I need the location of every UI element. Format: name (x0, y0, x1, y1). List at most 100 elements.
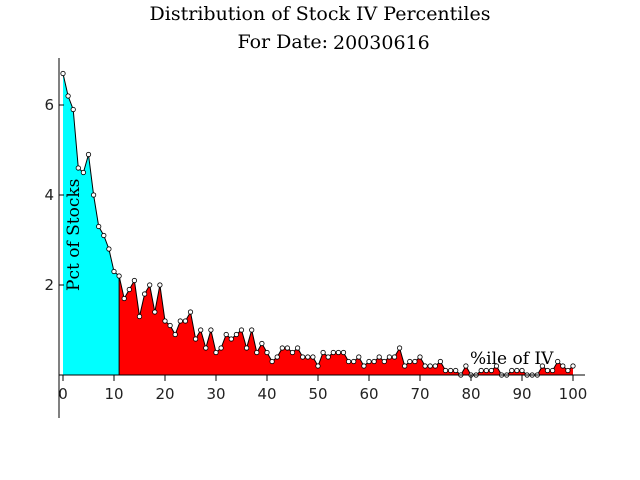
x-tick-label: 60 (359, 385, 378, 403)
data-point (544, 367, 551, 374)
data-point (116, 273, 122, 279)
data-point (539, 363, 546, 369)
data-point (172, 331, 178, 338)
data-point (412, 358, 418, 365)
data-point (478, 367, 484, 374)
data-point (483, 367, 489, 374)
data-point (427, 363, 433, 369)
data-point (310, 354, 316, 360)
data-point (432, 363, 438, 369)
data-point (549, 367, 556, 374)
data-point (228, 336, 234, 342)
data-point (366, 358, 372, 365)
x-tick-label: 10 (104, 385, 123, 403)
data-point (264, 349, 270, 356)
data-point (126, 286, 132, 293)
plot-area (60, 70, 576, 378)
data-point (101, 232, 107, 239)
data-point (167, 322, 173, 329)
y-tick-label: 2 (44, 276, 54, 294)
x-axis-ticks: 0 10 20 30 40 50 60 70 80 90 100 (58, 375, 587, 403)
data-point (570, 363, 576, 369)
data-point (351, 358, 357, 365)
data-point (254, 349, 260, 356)
data-point (565, 367, 571, 374)
data-point (560, 363, 566, 369)
x-tick-label: 0 (58, 385, 68, 403)
data-point (289, 349, 296, 356)
data-point (177, 318, 183, 324)
data-point (70, 106, 76, 113)
data-point (157, 282, 163, 288)
data-point (244, 345, 250, 351)
data-point (305, 354, 311, 360)
data-point (269, 358, 275, 365)
chart-title: Distribution of Stock IV Percentiles (150, 3, 491, 25)
data-point (60, 70, 66, 77)
data-point (152, 309, 158, 315)
y-tick-label: 6 (44, 96, 54, 114)
x-tick-label: 90 (512, 385, 531, 403)
data-point (300, 354, 306, 360)
data-point (203, 345, 209, 351)
data-point (493, 363, 500, 369)
x-tick-label: 80 (461, 385, 480, 403)
y-axis-label: Pct of Stocks (64, 179, 84, 291)
data-point (402, 363, 408, 369)
data-point (555, 358, 561, 365)
data-point (376, 354, 382, 360)
data-point (519, 367, 525, 374)
data-point (453, 367, 459, 374)
data-point (85, 151, 92, 158)
data-point (488, 367, 494, 374)
data-point (106, 246, 112, 252)
data-point (407, 358, 413, 365)
x-tick-label: 70 (410, 385, 429, 403)
data-point (396, 345, 403, 351)
data-point (131, 277, 137, 284)
data-point (238, 327, 245, 333)
data-point (182, 318, 188, 324)
data-point (213, 349, 219, 356)
data-point (162, 318, 168, 324)
data-point (437, 358, 443, 365)
data-point (274, 354, 280, 360)
data-point (422, 363, 428, 369)
data-point (233, 331, 239, 338)
data-point (294, 345, 301, 351)
data-point (65, 93, 71, 99)
x-tick-label: 20 (155, 385, 174, 403)
data-point (335, 349, 341, 356)
area-low-percentile (63, 73, 120, 375)
data-point (447, 367, 454, 374)
x-tick-label: 50 (308, 385, 327, 403)
data-point (340, 349, 347, 356)
x-tick-label: 100 (559, 385, 588, 403)
chart-subtitle-label: For Date: (237, 31, 328, 53)
data-point (75, 165, 81, 171)
data-point (463, 363, 469, 369)
data-point (320, 349, 326, 356)
data-point (193, 336, 199, 342)
data-point (442, 367, 449, 374)
data-point (249, 327, 255, 333)
data-point (345, 358, 352, 365)
data-point (218, 345, 224, 351)
y-axis-ticks: 2 4 6 (44, 96, 64, 294)
data-point (111, 268, 117, 275)
data-point (80, 169, 87, 176)
data-point (147, 282, 153, 288)
data-point (208, 327, 214, 333)
data-point (121, 295, 127, 302)
data-point (417, 354, 423, 360)
data-point (96, 223, 102, 230)
data-point (136, 313, 143, 320)
data-point (391, 354, 398, 360)
data-point (509, 367, 515, 374)
data-point (386, 354, 392, 360)
data-point (315, 363, 321, 369)
data-point (381, 358, 387, 365)
data-point (356, 354, 362, 360)
x-tick-label: 30 (206, 385, 225, 403)
